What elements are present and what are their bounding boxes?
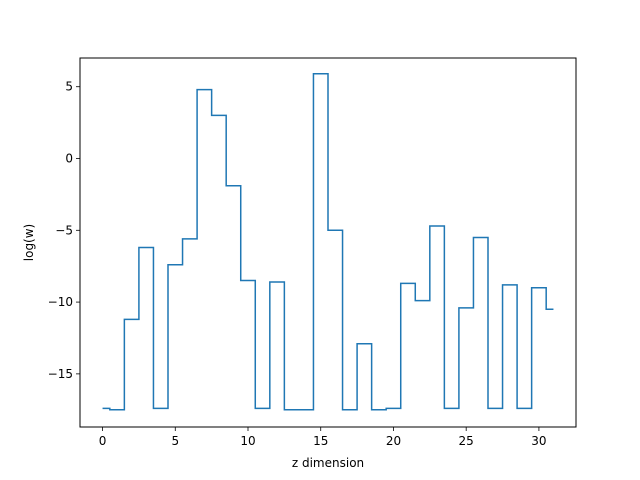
y-tick-label: 0 <box>65 152 73 166</box>
y-tick-label: −10 <box>48 295 73 309</box>
x-tick-label: 10 <box>240 434 255 448</box>
series-layer <box>102 73 554 411</box>
x-tick-label: 30 <box>531 434 546 448</box>
series-line <box>102 73 554 411</box>
x-tick-label: 5 <box>171 434 179 448</box>
y-tick-label: −5 <box>55 223 73 237</box>
x-axis-label: z dimension <box>292 456 364 470</box>
x-tick-label: 25 <box>459 434 474 448</box>
y-tick-label: 5 <box>65 80 73 94</box>
axes-frame <box>79 57 577 428</box>
x-axis: 0 5 10 15 20 25 30 <box>99 427 547 448</box>
x-tick-label: 15 <box>313 434 328 448</box>
y-axis: −15 −10 −5 0 5 <box>48 80 80 381</box>
y-axis-label: log(w) <box>22 224 36 261</box>
x-tick-label: 20 <box>386 434 401 448</box>
y-tick-label: −15 <box>48 367 73 381</box>
x-tick-label: 0 <box>99 434 107 448</box>
